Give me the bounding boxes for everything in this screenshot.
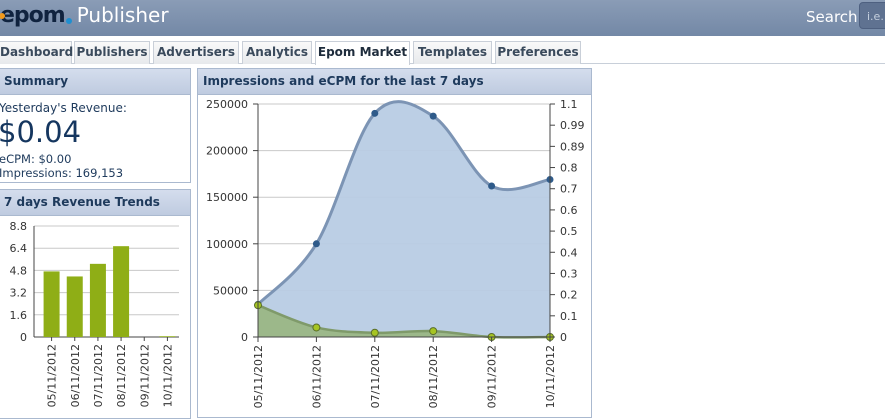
- area-right-tick-label: 0.4: [560, 246, 578, 259]
- tab-advertisers[interactable]: Advertisers: [153, 41, 239, 64]
- tab-analytics[interactable]: Analytics: [242, 41, 312, 64]
- ecpm-point: [370, 328, 379, 337]
- area-x-tick-label: 08/11/2012: [427, 345, 440, 408]
- area-right-tick-label: 0.8: [560, 162, 578, 175]
- top-header: epom Publisher Search i.e.: [0, 0, 885, 36]
- app-name: Publisher: [76, 3, 169, 27]
- bar-x-tick-label: 09/11/2012: [138, 344, 151, 407]
- search-label: Search: [806, 8, 858, 26]
- area-x-tick-label: 06/11/2012: [310, 345, 323, 408]
- bar-x-tick-label: 10/11/2012: [161, 344, 174, 407]
- impressions-point: [429, 112, 437, 120]
- epom-logo[interactable]: epom Publisher: [0, 0, 169, 36]
- revenue-trends-panel: 7 days Revenue Trends 0 1.6 3.2 4.8 6.4 8.8 05…: [0, 189, 191, 419]
- area-right-tick-label: 0.99: [560, 119, 585, 132]
- impressions-ecpm-panel: Impressions and eCPM for the last 7 days…: [197, 68, 592, 418]
- area-left-tick-label: 100000: [206, 238, 248, 251]
- area-right-tick-label: 0.1: [560, 310, 578, 323]
- revenue-trends-title: 7 days Revenue Trends: [0, 190, 190, 216]
- tab-epom-market[interactable]: Epom Market: [315, 41, 410, 65]
- revenue-trends-chart: 0 1.6 3.2 4.8 6.4 8.8 05/11/2012 06/11/2012 07/1…: [10, 220, 179, 407]
- impressions-area: [258, 101, 550, 337]
- tab-label: Epom Market: [317, 45, 408, 59]
- tab-label: Templates: [417, 45, 488, 59]
- summary-title: Summary: [0, 69, 190, 95]
- impressions-ecpm-chart: 0 50000 100000 150000 200000 250000 0 0.1 0.2 0.3…: [206, 98, 585, 408]
- area-right-tick-label: 0.6: [560, 204, 578, 217]
- bar-y-tick-label: 4.8: [10, 264, 28, 277]
- ecpm-point: [312, 323, 321, 332]
- bar-x-tick-label: 05/11/2012: [46, 344, 59, 407]
- impressions-ecpm-title: Impressions and eCPM for the last 7 days: [198, 69, 591, 95]
- tab-label: Analytics: [246, 45, 308, 59]
- yesterday-revenue-value: $0.04: [0, 115, 82, 149]
- area-x-tick-label: 05/11/2012: [252, 345, 265, 408]
- yesterday-revenue-label: Yesterday's Revenue:: [0, 101, 127, 115]
- logo-orange-dot-icon: [0, 12, 5, 19]
- revenue-bar: [113, 246, 130, 337]
- bar-x-tick-label: 06/11/2012: [69, 344, 82, 407]
- tab-preferences[interactable]: Preferences: [495, 41, 581, 64]
- bar-x-tick-label: 08/11/2012: [115, 344, 128, 407]
- area-x-tick-label: 09/11/2012: [486, 345, 499, 408]
- impressions-point: [312, 240, 320, 248]
- area-x-tick-label: 10/11/2012: [544, 345, 557, 408]
- area-left-tick-label: 250000: [206, 98, 248, 111]
- bar-y-tick-label: 3.2: [10, 287, 28, 300]
- area-left-tick-label: 50000: [213, 284, 248, 297]
- main-tabs: Dashboard Publishers Advertisers Analyti…: [0, 36, 885, 65]
- logo-text: epom: [0, 2, 66, 28]
- tab-label: Preferences: [497, 45, 579, 59]
- area-right-tick-label: 0.3: [560, 267, 578, 280]
- area-right-tick-label: 0.5: [560, 225, 578, 238]
- tab-dashboard[interactable]: Dashboard: [0, 41, 74, 64]
- tab-label: Advertisers: [157, 45, 235, 59]
- bar-y-tick-label: 1.6: [10, 309, 28, 322]
- area-right-tick-label: 1.1: [560, 98, 578, 111]
- area-left-tick-label: 200000: [206, 145, 248, 158]
- bar-y-tick-label: 0: [20, 331, 27, 344]
- area-x-tick-label: 07/11/2012: [369, 345, 382, 408]
- area-right-tick-label: 0.89: [560, 140, 585, 153]
- search-placeholder: i.e.: [867, 10, 884, 23]
- logo-blue-dot-icon: [65, 18, 72, 24]
- tab-publishers[interactable]: Publishers: [74, 41, 150, 64]
- ecpm-value: eCPM: $0.00: [0, 152, 72, 166]
- summary-panel: Summary Yesterday's Revenue: $0.04 eCPM:…: [0, 68, 191, 183]
- impressions-point: [371, 109, 379, 117]
- revenue-bar: [43, 271, 60, 337]
- logo-wordmark: epom: [0, 2, 66, 28]
- bar-y-tick-label: 6.4: [10, 242, 28, 255]
- impressions-point: [488, 182, 496, 190]
- tab-templates[interactable]: Templates: [413, 41, 492, 64]
- area-right-tick-label: 0: [560, 331, 567, 344]
- revenue-bar: [159, 336, 176, 337]
- tab-label: Dashboard: [0, 45, 74, 59]
- area-left-tick-label: 0: [241, 331, 248, 344]
- bar-x-tick-label: 07/11/2012: [92, 344, 105, 407]
- ecpm-area: [258, 305, 550, 338]
- bar-y-tick-label: 8.8: [10, 220, 28, 233]
- area-right-tick-label: 0.2: [560, 289, 578, 302]
- impressions-value: Impressions: 169,153: [0, 166, 124, 180]
- tab-label: Publishers: [76, 45, 148, 59]
- area-right-tick-label: 0.7: [560, 183, 578, 196]
- revenue-bar: [89, 263, 106, 337]
- area-left-tick-label: 150000: [206, 191, 248, 204]
- revenue-bar: [66, 276, 83, 337]
- ecpm-point: [429, 327, 438, 336]
- search-input[interactable]: i.e.: [859, 2, 885, 29]
